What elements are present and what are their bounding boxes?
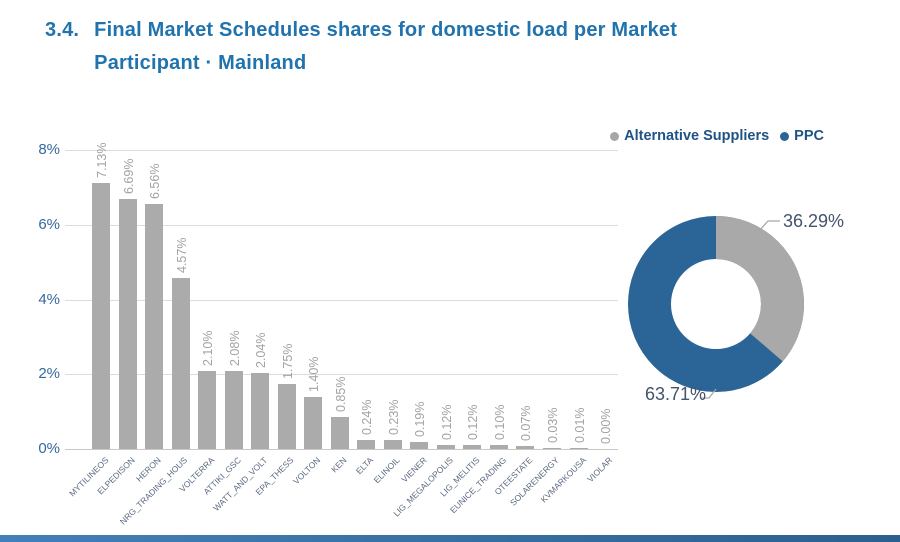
- bar-value-label-volterra: 2.10%: [201, 330, 216, 366]
- bar-value-label-elta: 0.24%: [360, 399, 375, 436]
- x-axis-label-elinoil: ELINOIL: [371, 455, 402, 486]
- bar-mytilineos: [92, 182, 110, 449]
- section-number: 3.4.: [45, 19, 80, 41]
- bar-value-label-nrg_trading_hous: 4.57%: [174, 237, 189, 274]
- donut-callout-alternative-suppliers: 36.29%: [783, 211, 845, 231]
- x-axis-label-volton: VOLTON: [291, 455, 323, 487]
- callout-leader-alternative-suppliers: [758, 220, 780, 232]
- gridline-4%: [65, 299, 618, 301]
- page-title-line1: Final Market Schedules shares for domest…: [94, 19, 678, 41]
- bar-value-label-violar: 0.00%: [599, 408, 614, 444]
- gridline-2%: [65, 374, 618, 376]
- donut-slice-alternative-suppliers: [628, 216, 804, 392]
- bar-oteestate: [516, 446, 535, 449]
- bar-solarenergy: [543, 447, 561, 449]
- bar-value-label-watt_and_volt: 2.04%: [254, 332, 269, 368]
- bar-value-label-epa_thess: 1.75%: [280, 343, 295, 379]
- bar-value-label-heron: 6.56%: [148, 163, 163, 199]
- gridline-8%: [65, 150, 618, 151]
- bar-epa_thess: [277, 383, 296, 449]
- bar-value-label-attiki_gsc: 2.08%: [227, 330, 242, 367]
- bar-kvmarkousa: [569, 448, 588, 449]
- bar-ken: [330, 417, 349, 449]
- bar-value-label-viener: 0.19%: [413, 401, 428, 437]
- bar-elinoil: [383, 440, 402, 449]
- bar-lig_megalopolis: [436, 444, 455, 449]
- bar-value-label-mytilineos: 7.13%: [95, 142, 109, 178]
- legend-item-alternative-suppliers: Alternative Suppliers: [610, 128, 769, 144]
- legend-label: Alternative Suppliers: [624, 128, 770, 144]
- bar-elta: [357, 440, 376, 449]
- gridline-0%: [65, 449, 618, 450]
- bar-heron: [145, 203, 164, 449]
- bar-value-label-kvmarkousa: 0.01%: [572, 407, 587, 444]
- bar-volton: [304, 396, 323, 449]
- bar-volterra: [198, 370, 217, 449]
- x-axis-label-elta: ELTA: [354, 455, 376, 477]
- section-header: 3.4. Final Market Schedules shares for d…: [45, 14, 677, 80]
- bar-value-label-oteestate: 0.07%: [519, 405, 534, 442]
- y-axis-tick-4%: 4%: [38, 290, 60, 308]
- y-axis-tick-8%: 8%: [38, 141, 60, 158]
- bar-attiki_gsc: [224, 371, 243, 449]
- bar-value-label-lig_megalopolis: 0.12%: [439, 404, 454, 440]
- bar-nrg_trading_hous: [171, 278, 190, 449]
- bar-value-label-eunice_trading: 0.10%: [492, 404, 507, 441]
- legend-item-ppc: PPC: [780, 128, 824, 144]
- gridline-6%: [65, 224, 618, 226]
- page-title-line2: Participant · Mainland: [94, 52, 307, 74]
- donut-chart: [628, 216, 804, 399]
- chart-legend: Alternative Suppliers PPC: [610, 128, 824, 144]
- bar-elpedison: [118, 198, 137, 449]
- bar-value-label-volton: 1.40%: [307, 356, 322, 392]
- legend-dot-icon: [780, 131, 790, 141]
- bar-value-label-solarenergy: 0.03%: [546, 407, 560, 443]
- bar-viener: [410, 441, 429, 449]
- x-axis-label-ken: KEN: [329, 455, 349, 475]
- bar-value-label-ken: 0.85%: [333, 376, 348, 413]
- page-title: Final Market Schedules shares for domest…: [94, 14, 677, 80]
- x-axis-label-violar: VIOLAR: [585, 455, 615, 485]
- bar-lig_melitis: [463, 444, 482, 449]
- bar-value-label-elinoil: 0.23%: [386, 399, 401, 436]
- bar-value-label-elpedison: 6.69%: [121, 158, 136, 194]
- legend-dot-icon: [610, 131, 620, 141]
- y-axis-tick-0%: 0%: [38, 440, 60, 457]
- donut-callout-ppc: 63.71%: [645, 384, 707, 404]
- bar-value-label-lig_melitis: 0.12%: [466, 404, 481, 440]
- footer-accent-bar: [0, 535, 900, 542]
- legend-label: PPC: [794, 128, 824, 144]
- y-axis-tick-6%: 6%: [38, 215, 60, 233]
- bar-watt_and_volt: [251, 372, 270, 449]
- callout-leader-ppc: [701, 388, 717, 399]
- y-axis-tick-2%: 2%: [38, 365, 60, 383]
- bar-eunice_trading: [489, 445, 508, 449]
